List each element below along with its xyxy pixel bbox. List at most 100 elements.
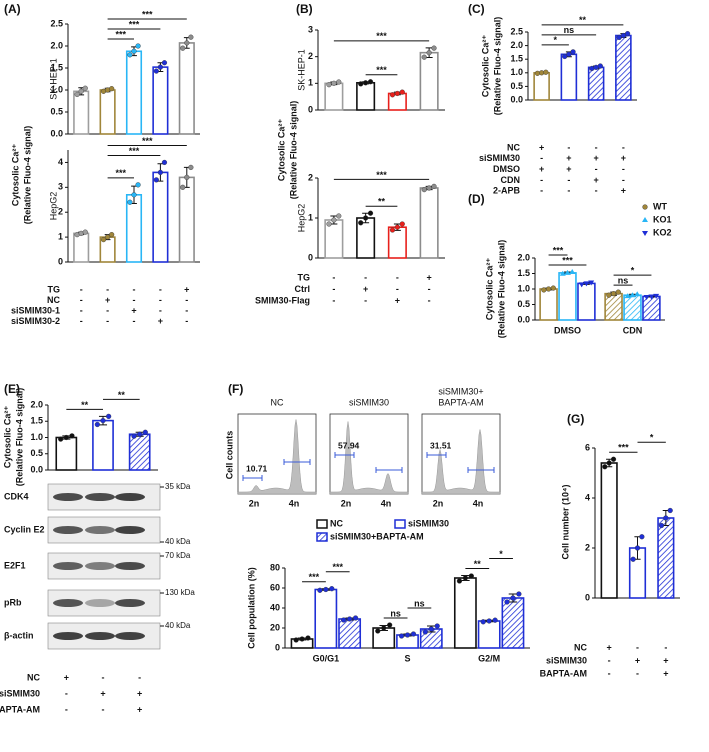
condition-sign: - — [159, 295, 162, 305]
data-point — [317, 587, 323, 593]
data-point — [421, 187, 427, 193]
bar — [615, 34, 632, 101]
data-point — [428, 626, 434, 632]
data-point — [131, 48, 137, 54]
data-point — [492, 617, 498, 623]
y-tick-label: 1.5 — [517, 268, 530, 278]
blot-row: pRb 130 kDa — [4, 588, 195, 617]
panel-label: (C) — [468, 2, 485, 16]
legend-swatch — [316, 519, 328, 529]
blot-row: β-actin 40 kDa — [4, 621, 191, 650]
condition-sign: - — [332, 284, 335, 294]
y-tick-label: 3 — [58, 182, 63, 192]
blot-band — [115, 562, 145, 570]
condition-sign: - — [636, 668, 639, 678]
x-tick-label: G2/M — [478, 653, 500, 663]
data-point — [389, 92, 396, 98]
data-point — [634, 291, 641, 297]
significance-label: *** — [332, 562, 343, 572]
flow-x-label: 2n — [249, 498, 260, 508]
condition-sign: - — [133, 295, 136, 305]
y-tick-label: 2.5 — [50, 18, 63, 28]
data-point — [404, 632, 411, 638]
significance-label: * — [650, 433, 654, 443]
condition-label: SMIM30-Flag — [255, 295, 310, 305]
data-point — [184, 174, 190, 180]
bar — [587, 66, 605, 101]
blot-band — [85, 493, 115, 501]
data-point — [630, 556, 636, 562]
significance-label: *** — [618, 443, 629, 453]
gate — [242, 475, 263, 481]
data-point — [78, 88, 84, 94]
data-point — [323, 586, 329, 593]
data-point — [127, 52, 133, 58]
data-point — [624, 293, 631, 299]
bar — [128, 433, 151, 471]
condition-label: TG — [48, 284, 61, 294]
data-point — [157, 64, 164, 70]
data-point — [153, 68, 159, 74]
data-point — [541, 287, 547, 293]
flow-box — [421, 413, 501, 495]
data-point — [583, 281, 590, 287]
gate-percent: 10.71 — [246, 463, 268, 473]
bar — [55, 436, 78, 471]
condition-sign: - — [185, 295, 188, 305]
significance-label: * — [631, 265, 635, 275]
condition-sign: + — [426, 272, 431, 282]
y-axis-label: Cytosolic Ca²⁺ — [480, 35, 490, 98]
significance-label: *** — [129, 146, 140, 156]
data-point — [434, 623, 440, 629]
legend-marker — [642, 217, 648, 222]
condition-sign: - — [80, 295, 83, 305]
data-point — [624, 31, 631, 37]
marker-label: 35 kDa — [165, 482, 191, 491]
condition-sign: + — [100, 688, 105, 698]
protein-label: Cyclin E2 — [4, 524, 45, 534]
gate-percent: 57.94 — [338, 440, 360, 450]
condition-sign: - — [567, 142, 570, 152]
y-tick-label: 0 — [308, 252, 313, 262]
data-point — [336, 79, 342, 85]
panel-label: (G) — [567, 412, 584, 426]
y-axis-label: (Relative Fluo-4 signal) — [492, 17, 502, 116]
condition-sign: - — [428, 284, 431, 294]
y-axis-label: (Relative Fluo-4 signal) — [22, 126, 32, 225]
flow-histogram — [421, 429, 501, 495]
data-point — [606, 292, 612, 298]
bar — [560, 53, 578, 101]
condition-sign: - — [636, 642, 639, 652]
y-tick-label: 6 — [585, 442, 590, 452]
data-point — [422, 629, 428, 635]
y-tick-label: 2.0 — [30, 399, 43, 409]
condition-sign: - — [622, 142, 625, 152]
y-axis-label: (Relative Fluo-4 signal) — [496, 240, 506, 339]
significance-label: *** — [562, 255, 573, 265]
y-axis-label: (Relative Fluo-4 signal) — [288, 101, 298, 200]
bar — [73, 90, 90, 135]
condition-label: siSMIM30-1 — [11, 305, 60, 315]
data-point — [74, 91, 80, 98]
y-tick-label: 3 — [308, 24, 313, 34]
bar — [92, 419, 114, 471]
data-point — [104, 234, 111, 240]
legend-label: siSMIM30+BAPTA-AM — [330, 531, 424, 541]
condition-sign: + — [131, 305, 136, 315]
chart: Cell population (%) 0 20 40 60 80 G0/G1 S G2/M NC… — [246, 518, 530, 663]
data-point — [336, 213, 342, 219]
y-tick-label: 1.5 — [30, 416, 43, 426]
x-tick-label: S — [404, 653, 410, 663]
data-point — [588, 280, 595, 286]
cell-line-label: SK-HEP-1 — [48, 58, 58, 100]
legend-label: KO2 — [653, 227, 672, 237]
chart: (A) Cytosolic Ca²⁺ (Relative Fluo-4 signal… — [4, 2, 200, 224]
y-tick-label: 2.0 — [517, 252, 530, 262]
condition-sign: - — [102, 704, 105, 714]
data-point — [363, 215, 369, 221]
blot-row: Cyclin E2 40 kDa — [4, 516, 191, 546]
data-point — [184, 40, 190, 46]
condition-sign: - — [428, 295, 431, 305]
y-tick-label: 0.5 — [30, 448, 43, 458]
data-point — [410, 631, 417, 637]
